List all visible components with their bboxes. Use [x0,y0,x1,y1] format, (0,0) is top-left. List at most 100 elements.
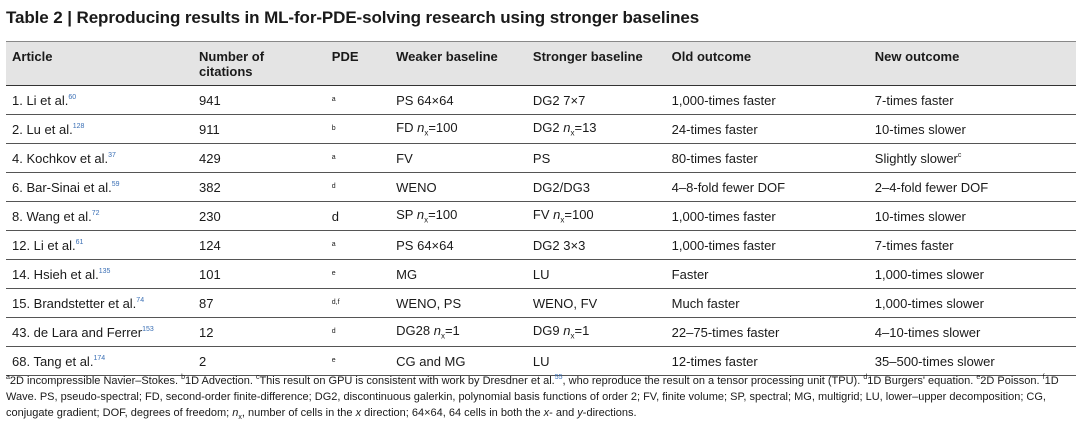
reference-link[interactable]: 55 [554,374,563,381]
pde-mark: a [331,240,336,248]
baseline-subscript: x [440,331,445,341]
weaker-baseline-cell: PS 64×64 [390,230,527,260]
header-new-outcome: New outcome [874,49,960,64]
citations-cell: 911 [193,114,326,144]
new-outcome-text: Slightly slower [874,150,958,166]
reference-link[interactable]: 135 [98,267,111,275]
pde-cell: d,f [325,288,391,318]
article-name: 14. Hsieh et al. [12,266,99,282]
footnote-mark: a [6,374,10,381]
pde-cell: e [325,259,391,289]
new-outcome-text: 10-times slower [874,208,966,224]
footnote-text: x [355,407,362,419]
article-cell: 2. Lu et al.128 [6,114,194,144]
baseline-text: =100 [428,207,458,223]
citations-cell: 87 [193,288,326,318]
article-name: 1. Li et al. [12,92,69,108]
new-outcome-cell: 2–4-fold fewer DOF [868,172,1076,202]
footnote-text: 1D Wave. PS, pseudo-spectral; FD, second… [6,375,1059,419]
footnote-mark: c [957,151,962,159]
header-article: Article [12,49,53,64]
table-title: Table 2 | Reproducing results in ML-for-… [6,8,700,27]
article-cell: 8. Wang et al.72 [6,201,194,231]
new-outcome-text: 7-times faster [874,92,954,108]
footnote-text: -directions. [582,407,637,419]
new-outcome-cell: 10-times slower [868,201,1076,231]
article-name: 4. Kochkov et al. [12,150,109,166]
article-cell: 12. Li et al.61 [6,230,194,260]
reference-link[interactable]: 153 [142,325,154,333]
table-row: 2. Lu et al.128 911 b FD nx=100 DG2 nx=13 24-… [6,114,1076,144]
header-citations: Number of citations [199,49,265,79]
footnote-text: 1D Burgers' equation. [867,375,977,387]
old-outcome-cell: Faster [665,259,869,289]
reference-link[interactable]: 174 [93,354,106,362]
stronger-baseline-cell: DG2 3×3 [526,230,666,260]
article-cell: 4. Kochkov et al.37 [6,143,194,173]
article-name: 6. Bar-Sinai et al. [12,179,112,195]
footnote-text: y [577,407,583,419]
article-cell: 6. Bar-Sinai et al.59 [6,172,194,202]
table-row: 43. de Lara and Ferrer153 12 d DG28 nx=1 DG9… [6,317,1076,347]
pde-mark: e [331,356,336,364]
footnote-text: 2D incompressible Navier–Stokes. [9,375,182,387]
article-name: 43. de Lara and Ferrer [12,324,143,340]
reference-link[interactable]: 60 [68,93,77,101]
pde-mark: d [331,327,336,335]
article-cell: 14. Hsieh et al.135 [6,259,194,289]
baseline-variable: n [417,120,425,136]
reference-link[interactable]: 59 [111,180,120,188]
new-outcome-text: 35–500-times slower [874,353,995,369]
pde-mark: b [331,124,336,132]
table-row: 8. Wang et al.72 230 d SP nx=100 FV nx=100 1,… [6,201,1076,231]
baseline-subscript: x [570,331,575,341]
baseline-subscript: x [570,128,575,138]
footnote-text: direction; 64×64, 64 cells in both the [361,407,544,419]
article-name: 68. Tang et al. [12,353,94,369]
table-row: 12. Li et al.61 124 a PS 64×64 DG2 3×3 1,000-… [6,230,1076,260]
pde-cell: d [325,172,391,202]
reference-link[interactable]: 74 [136,296,145,304]
reference-link[interactable]: 72 [91,209,100,217]
pde-mark: d [331,182,336,190]
baseline-text: DG2 [532,120,564,136]
article-name: 2. Lu et al. [12,121,73,137]
article-cell: 1. Li et al.60 [6,85,194,115]
citations-cell: 429 [193,143,326,173]
stronger-baseline-cell: FV nx=100 [526,201,666,231]
reference-link[interactable]: 128 [72,122,85,130]
baseline-text: =1 [444,323,460,339]
footnote-mark: b [181,374,185,381]
table-footnote: a2D incompressible Navier–Stokes. b1D Ad… [6,373,1071,426]
reference-link[interactable]: 61 [75,238,84,246]
new-outcome-text: 1,000-times slower [874,266,984,282]
header-row: Article Number of citations PDE Weaker b… [6,41,1076,86]
weaker-baseline-cell: FD nx=100 [390,114,527,144]
footnote-text: , number of cells in the [241,407,356,419]
baseline-text: DG9 [532,323,564,339]
citations-cell: 101 [193,259,326,289]
stronger-baseline-cell: LU [526,346,666,376]
pde-cell: e [325,346,391,376]
baseline-subscript: x [424,215,429,225]
baseline-variable: n [433,323,441,339]
new-outcome-text: 1,000-times slower [874,295,984,311]
article-cell: 43. de Lara and Ferrer153 [6,317,194,347]
baseline-variable: n [416,207,425,223]
stronger-baseline-cell: LU [526,259,666,289]
stronger-baseline-cell: PS [526,143,666,173]
article-name: 12. Li et al. [12,237,76,253]
pde-mark: e [331,269,336,277]
baseline-variable: n [563,323,571,339]
header-weaker-baseline: Weaker baseline [396,49,498,64]
table-row: 1. Li et al.60 941 a PS 64×64 DG2 7×7 1,000-t… [6,85,1076,115]
old-outcome-cell: 1,000-times faster [665,201,869,231]
footnote-text: n [232,407,239,419]
footnote-text: 1D Advection. [185,375,256,387]
reference-link[interactable]: 37 [108,151,116,159]
stronger-baseline-cell: WENO, FV [526,288,666,318]
citations-cell: 230 [193,201,326,231]
citations-cell: 382 [193,172,326,202]
table-row: 68. Tang et al.174 2 e CG and MG LU 12-times … [6,346,1076,376]
pde-cell: a [325,85,391,115]
